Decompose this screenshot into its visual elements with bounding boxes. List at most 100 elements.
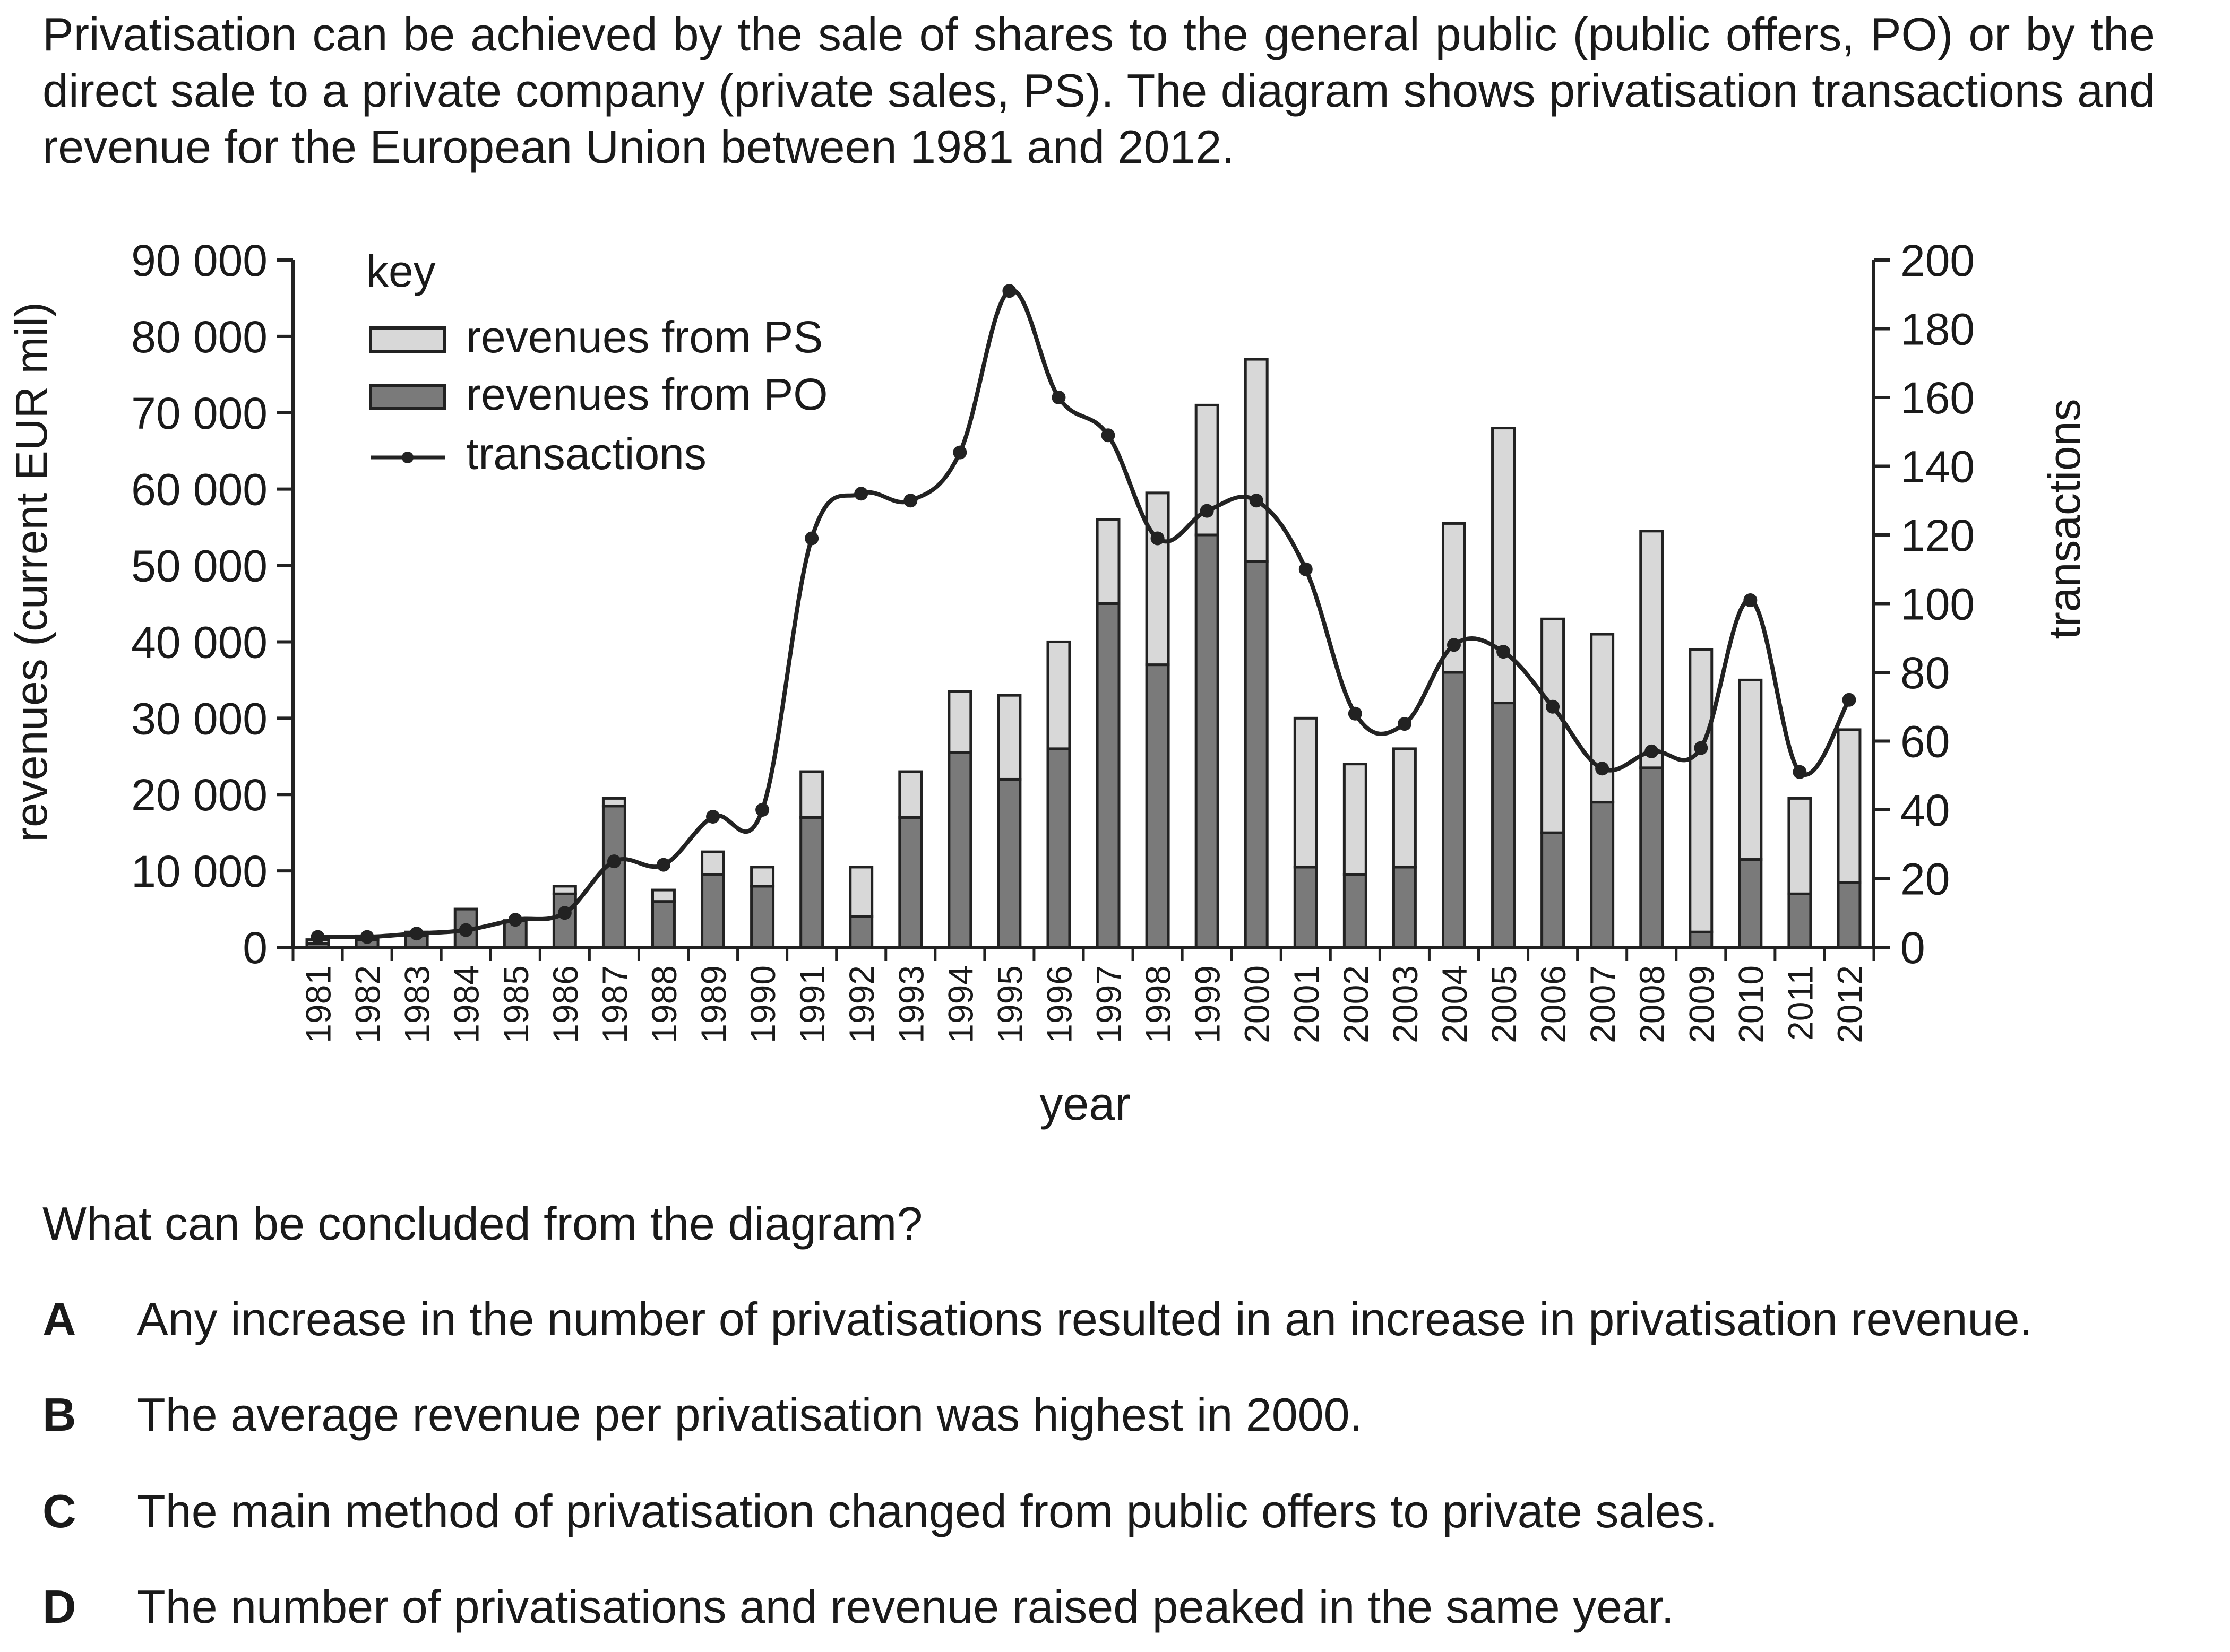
- bar-po-1986: [552, 892, 577, 949]
- transactions-point-1996: [1052, 391, 1066, 404]
- bar-ps-2002: [1342, 763, 1367, 876]
- bar-po-1995: [997, 777, 1022, 949]
- bar-po-2007: [1590, 801, 1615, 949]
- option-letter: B: [42, 1388, 76, 1441]
- bar-ps-2006: [1540, 617, 1565, 834]
- legend-swatch-po: [369, 384, 446, 410]
- question-text: What can be concluded from the diagram?: [42, 1197, 923, 1250]
- x-tick-label: 2002: [1336, 965, 1375, 1043]
- transactions-point-1983: [409, 927, 424, 941]
- bar-ps-2000: [1244, 358, 1269, 563]
- y2-axis-label: transactions: [2039, 399, 2089, 639]
- bar-po-1999: [1194, 533, 1219, 949]
- legend-label-ps: revenues from PS: [466, 312, 823, 362]
- transactions-point-1994: [953, 445, 967, 460]
- bar-po-1990: [750, 885, 775, 949]
- option-text: The number of privatisations and revenue…: [137, 1580, 1674, 1633]
- bar-po-2000: [1244, 560, 1269, 949]
- bar-ps-1991: [799, 770, 824, 819]
- x-tick-label: 1981: [299, 965, 338, 1043]
- transactions-point-2001: [1298, 562, 1313, 576]
- bar-po-1992: [849, 915, 874, 949]
- bar-ps-2012: [1837, 728, 1862, 884]
- transactions-point-1981: [311, 930, 325, 944]
- bar-po-1996: [1046, 747, 1071, 949]
- y2-tick-label: 20: [1900, 854, 1950, 904]
- x-tick-label: 2010: [1731, 965, 1770, 1043]
- bar-ps-2010: [1738, 678, 1763, 861]
- bar-ps-1989: [701, 850, 726, 876]
- transactions-point-2009: [1694, 741, 1708, 755]
- y2-tick-label: 120: [1900, 511, 1975, 560]
- bar-po-2003: [1392, 866, 1417, 949]
- y-tick-label: 70 000: [131, 388, 268, 438]
- y2-tick-label: 0: [1900, 923, 1925, 973]
- bar-po-2006: [1540, 831, 1565, 949]
- x-tick-label: 1986: [546, 965, 585, 1043]
- bar-po-1989: [701, 873, 726, 949]
- option-text: The average revenue per privatisation wa…: [137, 1388, 1363, 1441]
- transactions-point-2003: [1397, 717, 1411, 731]
- x-tick-label: 1990: [743, 965, 782, 1043]
- bar-po-2008: [1639, 766, 1664, 949]
- x-tick-label: 2009: [1682, 965, 1721, 1043]
- x-tick-label: 1992: [842, 965, 881, 1043]
- bar-po-2012: [1837, 881, 1862, 949]
- bar-po-1998: [1145, 663, 1170, 949]
- transactions-point-1984: [459, 923, 473, 937]
- bar-ps-2009: [1689, 648, 1714, 933]
- x-tick-label: 1985: [496, 965, 536, 1043]
- x-tick-label: 2003: [1385, 965, 1425, 1043]
- y-tick-label: 60 000: [131, 465, 268, 515]
- bar-ps-1992: [849, 866, 874, 918]
- option-text: Any increase in the number of privatisat…: [137, 1293, 2033, 1345]
- y-tick-label: 80 000: [131, 312, 268, 362]
- bar-ps-1993: [898, 770, 923, 819]
- bar-ps-2011: [1787, 797, 1812, 895]
- bar-ps-1987: [601, 797, 626, 808]
- y2-tick-label: 140: [1900, 442, 1975, 492]
- transactions-point-1993: [903, 494, 918, 508]
- bar-ps-2008: [1639, 530, 1664, 769]
- option-letter: D: [42, 1580, 76, 1633]
- y-axis-label: revenues (current EUR mil): [6, 302, 56, 842]
- legend-title: key: [366, 246, 436, 296]
- transactions-point-1988: [656, 858, 670, 872]
- x-tick-label: 1996: [1039, 965, 1079, 1043]
- y2-tick-label: 100: [1900, 580, 1975, 629]
- legend: key revenues from PS revenues from PO tr…: [366, 246, 828, 479]
- legend-label-po: revenues from PO: [466, 369, 828, 419]
- x-tick-label: 1983: [398, 965, 437, 1043]
- x-tick-label: 1999: [1188, 965, 1227, 1043]
- x-tick-label: 1997: [1089, 965, 1129, 1043]
- x-tick-label: 1991: [793, 965, 832, 1043]
- transactions-point-1992: [854, 487, 868, 501]
- bar-ps-1994: [948, 690, 972, 754]
- x-tick-label: 1989: [694, 965, 733, 1043]
- x-tick-label: 1998: [1139, 965, 1178, 1043]
- privatisation-chart: 0 10 000 20 000 30 000 40 000 50 000 60 000 70 …: [6, 236, 2089, 1130]
- y2-tick-label: 80: [1900, 648, 1950, 698]
- y-tick-label: 90 000: [131, 236, 268, 286]
- transactions-point-2012: [1842, 693, 1856, 707]
- transactions-point-1982: [360, 930, 374, 944]
- y-tick-label: 50 000: [131, 541, 268, 591]
- transactions-point-1995: [1002, 284, 1017, 298]
- option-text: The main method of privatisation changed…: [137, 1485, 1718, 1537]
- x-tick-label: 1988: [644, 965, 684, 1043]
- bar-ps-1988: [651, 888, 676, 903]
- bar-po-1997: [1096, 602, 1121, 949]
- x-tick-label: 2006: [1534, 965, 1573, 1043]
- legend-marker-transactions: [402, 452, 414, 463]
- transactions-point-1987: [607, 854, 621, 869]
- bar-po-2002: [1342, 873, 1367, 949]
- transactions-point-2011: [1793, 765, 1807, 779]
- transactions-point-2004: [1447, 638, 1461, 652]
- bar-ps-1997: [1096, 518, 1121, 605]
- transactions-point-2002: [1348, 706, 1362, 721]
- bars-layer: [305, 358, 1862, 949]
- transactions-point-2005: [1496, 645, 1511, 659]
- x-tick-label: 1995: [990, 965, 1029, 1043]
- x-tick-label: 2005: [1484, 965, 1523, 1043]
- x-tick-label: 2008: [1632, 965, 1672, 1043]
